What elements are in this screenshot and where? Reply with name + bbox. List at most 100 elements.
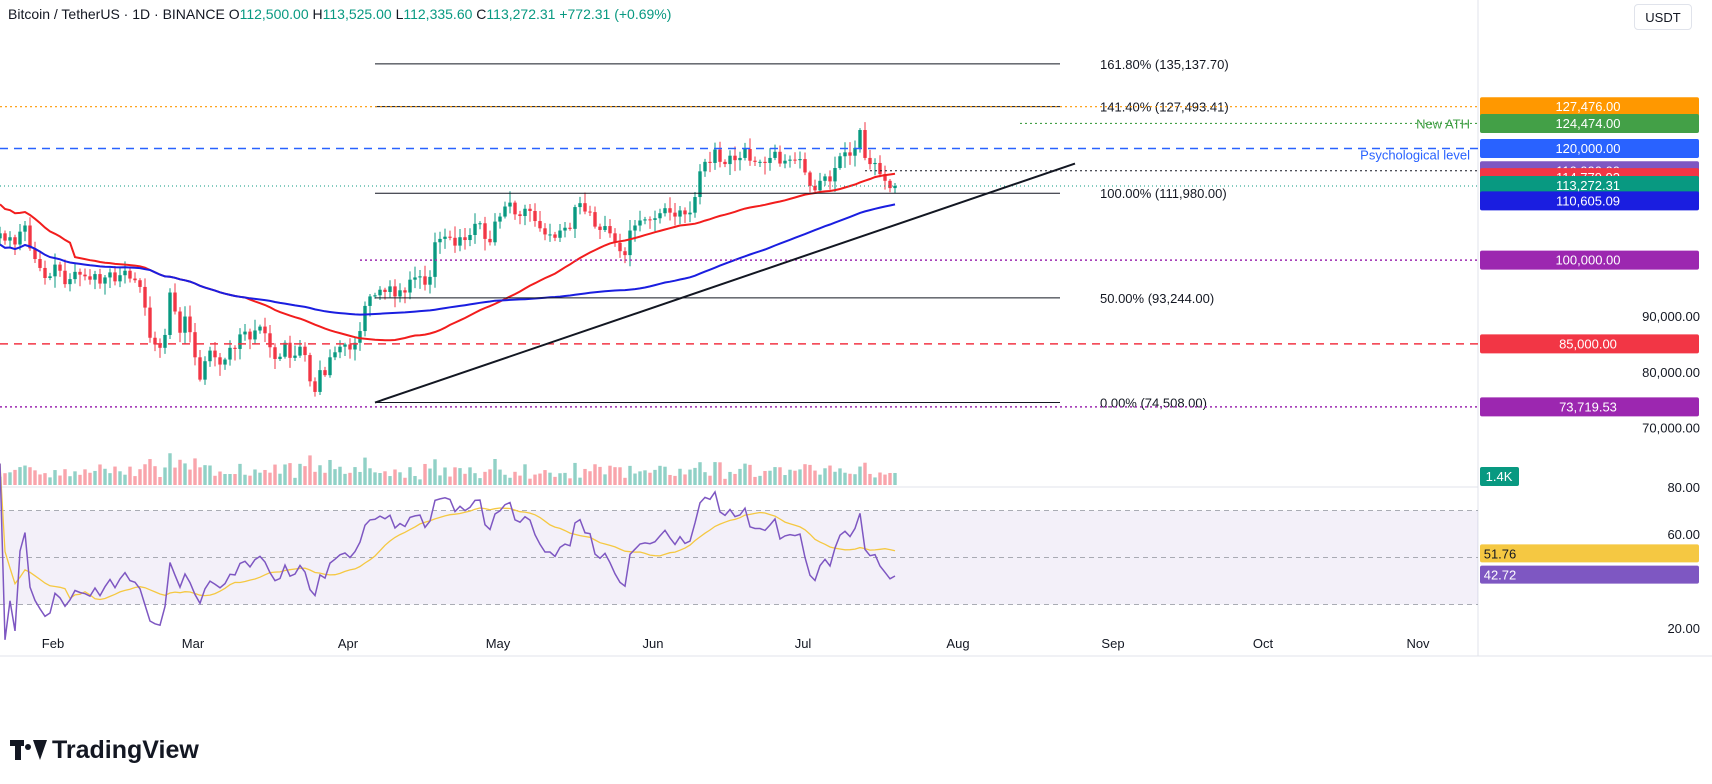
volume-bar: [718, 462, 722, 485]
volume-bar: [773, 467, 777, 485]
volume-bar: [303, 466, 307, 485]
volume-bar: [733, 473, 737, 485]
candle: [183, 316, 187, 333]
volume-bar: [498, 469, 502, 485]
candle: [148, 307, 152, 338]
candle: [883, 174, 887, 181]
price-tick-label: 80,000.00: [1642, 365, 1700, 380]
candle: [688, 212, 692, 215]
volume-bar: [858, 466, 862, 485]
candle: [593, 212, 597, 227]
volume-bar: [568, 478, 572, 485]
volume-bar: [308, 455, 312, 485]
volume-bar: [653, 469, 657, 485]
candle: [553, 234, 557, 238]
price-tag-label: 85,000.00: [1559, 336, 1617, 351]
candle: [708, 161, 712, 163]
candle: [213, 350, 217, 358]
volume-bar: [583, 468, 587, 485]
candle: [88, 276, 92, 280]
candle: [328, 357, 332, 376]
volume-bar: [693, 467, 697, 485]
candle: [223, 359, 227, 365]
candle: [48, 276, 52, 278]
candle: [648, 219, 652, 221]
volume-bar: [553, 476, 557, 485]
candle: [728, 155, 732, 165]
candle: [768, 157, 772, 163]
candle: [723, 161, 727, 165]
high-label: H: [312, 6, 323, 22]
volume-bar: [603, 474, 607, 485]
candle: [228, 347, 232, 360]
volume-bar: [728, 471, 732, 485]
volume-bar: [593, 464, 597, 485]
tradingview-logo[interactable]: TradingView: [10, 736, 199, 765]
candle: [103, 277, 107, 284]
volume-bar: [528, 478, 532, 485]
candles: [0, 122, 897, 397]
change-value: +772.31 (+0.69%): [559, 6, 672, 22]
volume-bar: [488, 469, 492, 485]
candle: [783, 160, 787, 164]
candle: [828, 176, 832, 182]
candle: [368, 296, 372, 306]
volume-bar: [453, 467, 457, 485]
candle: [863, 130, 867, 158]
volume-bar: [883, 474, 887, 485]
volume-bar: [713, 462, 717, 485]
price-tag-label: 124,474.00: [1555, 116, 1620, 131]
candle: [258, 326, 262, 331]
volume-bar: [363, 457, 367, 485]
low-value: 112,335.60: [403, 6, 473, 22]
candle: [198, 357, 202, 380]
volume-bar: [738, 468, 742, 485]
candle: [568, 227, 572, 229]
volume-bar: [338, 466, 342, 485]
volume-bar: [503, 474, 507, 485]
volume-bar: [43, 473, 47, 485]
symbol-header: Bitcoin / TetherUS · 1D · BINANCE O112,5…: [8, 6, 671, 22]
open-value: 112,500.00: [239, 6, 309, 22]
candle: [513, 202, 517, 215]
x-tick-label: May: [486, 636, 511, 651]
volume-bar: [8, 472, 12, 485]
volume-bar: [868, 473, 872, 485]
volume-bar: [438, 475, 442, 485]
volume-bar: [643, 470, 647, 485]
candle: [893, 185, 897, 189]
volume-bar: [533, 474, 537, 485]
candle: [393, 286, 397, 297]
candle: [653, 218, 657, 220]
candle: [878, 162, 882, 175]
volume-bar: [618, 467, 622, 485]
candle: [718, 149, 722, 162]
volume-tag-label: 1.4K: [1486, 469, 1513, 484]
candle: [573, 207, 577, 229]
volume-bar: [98, 464, 102, 485]
candle: [233, 347, 237, 349]
candle: [218, 357, 222, 365]
candle: [268, 333, 272, 348]
candle: [793, 159, 797, 161]
volume-bar: [68, 476, 72, 485]
candle: [83, 274, 87, 277]
volume-bar: [238, 463, 242, 485]
candle: [468, 235, 472, 241]
candle: [428, 276, 432, 285]
volume-bar: [273, 464, 277, 485]
candle: [628, 230, 632, 256]
volume-bar: [93, 470, 97, 485]
currency-button[interactable]: USDT: [1634, 4, 1692, 30]
candle: [353, 342, 357, 350]
brand-name: TradingView: [52, 736, 199, 764]
candle: [873, 162, 877, 165]
volume-bar: [48, 477, 52, 485]
candle: [493, 221, 497, 243]
volume-bar: [828, 465, 832, 485]
candle: [518, 214, 522, 217]
price-tag-label: 110,605.09: [1556, 193, 1620, 208]
new-ath-label: New ATH: [1416, 116, 1470, 131]
volume-bar: [523, 464, 527, 485]
